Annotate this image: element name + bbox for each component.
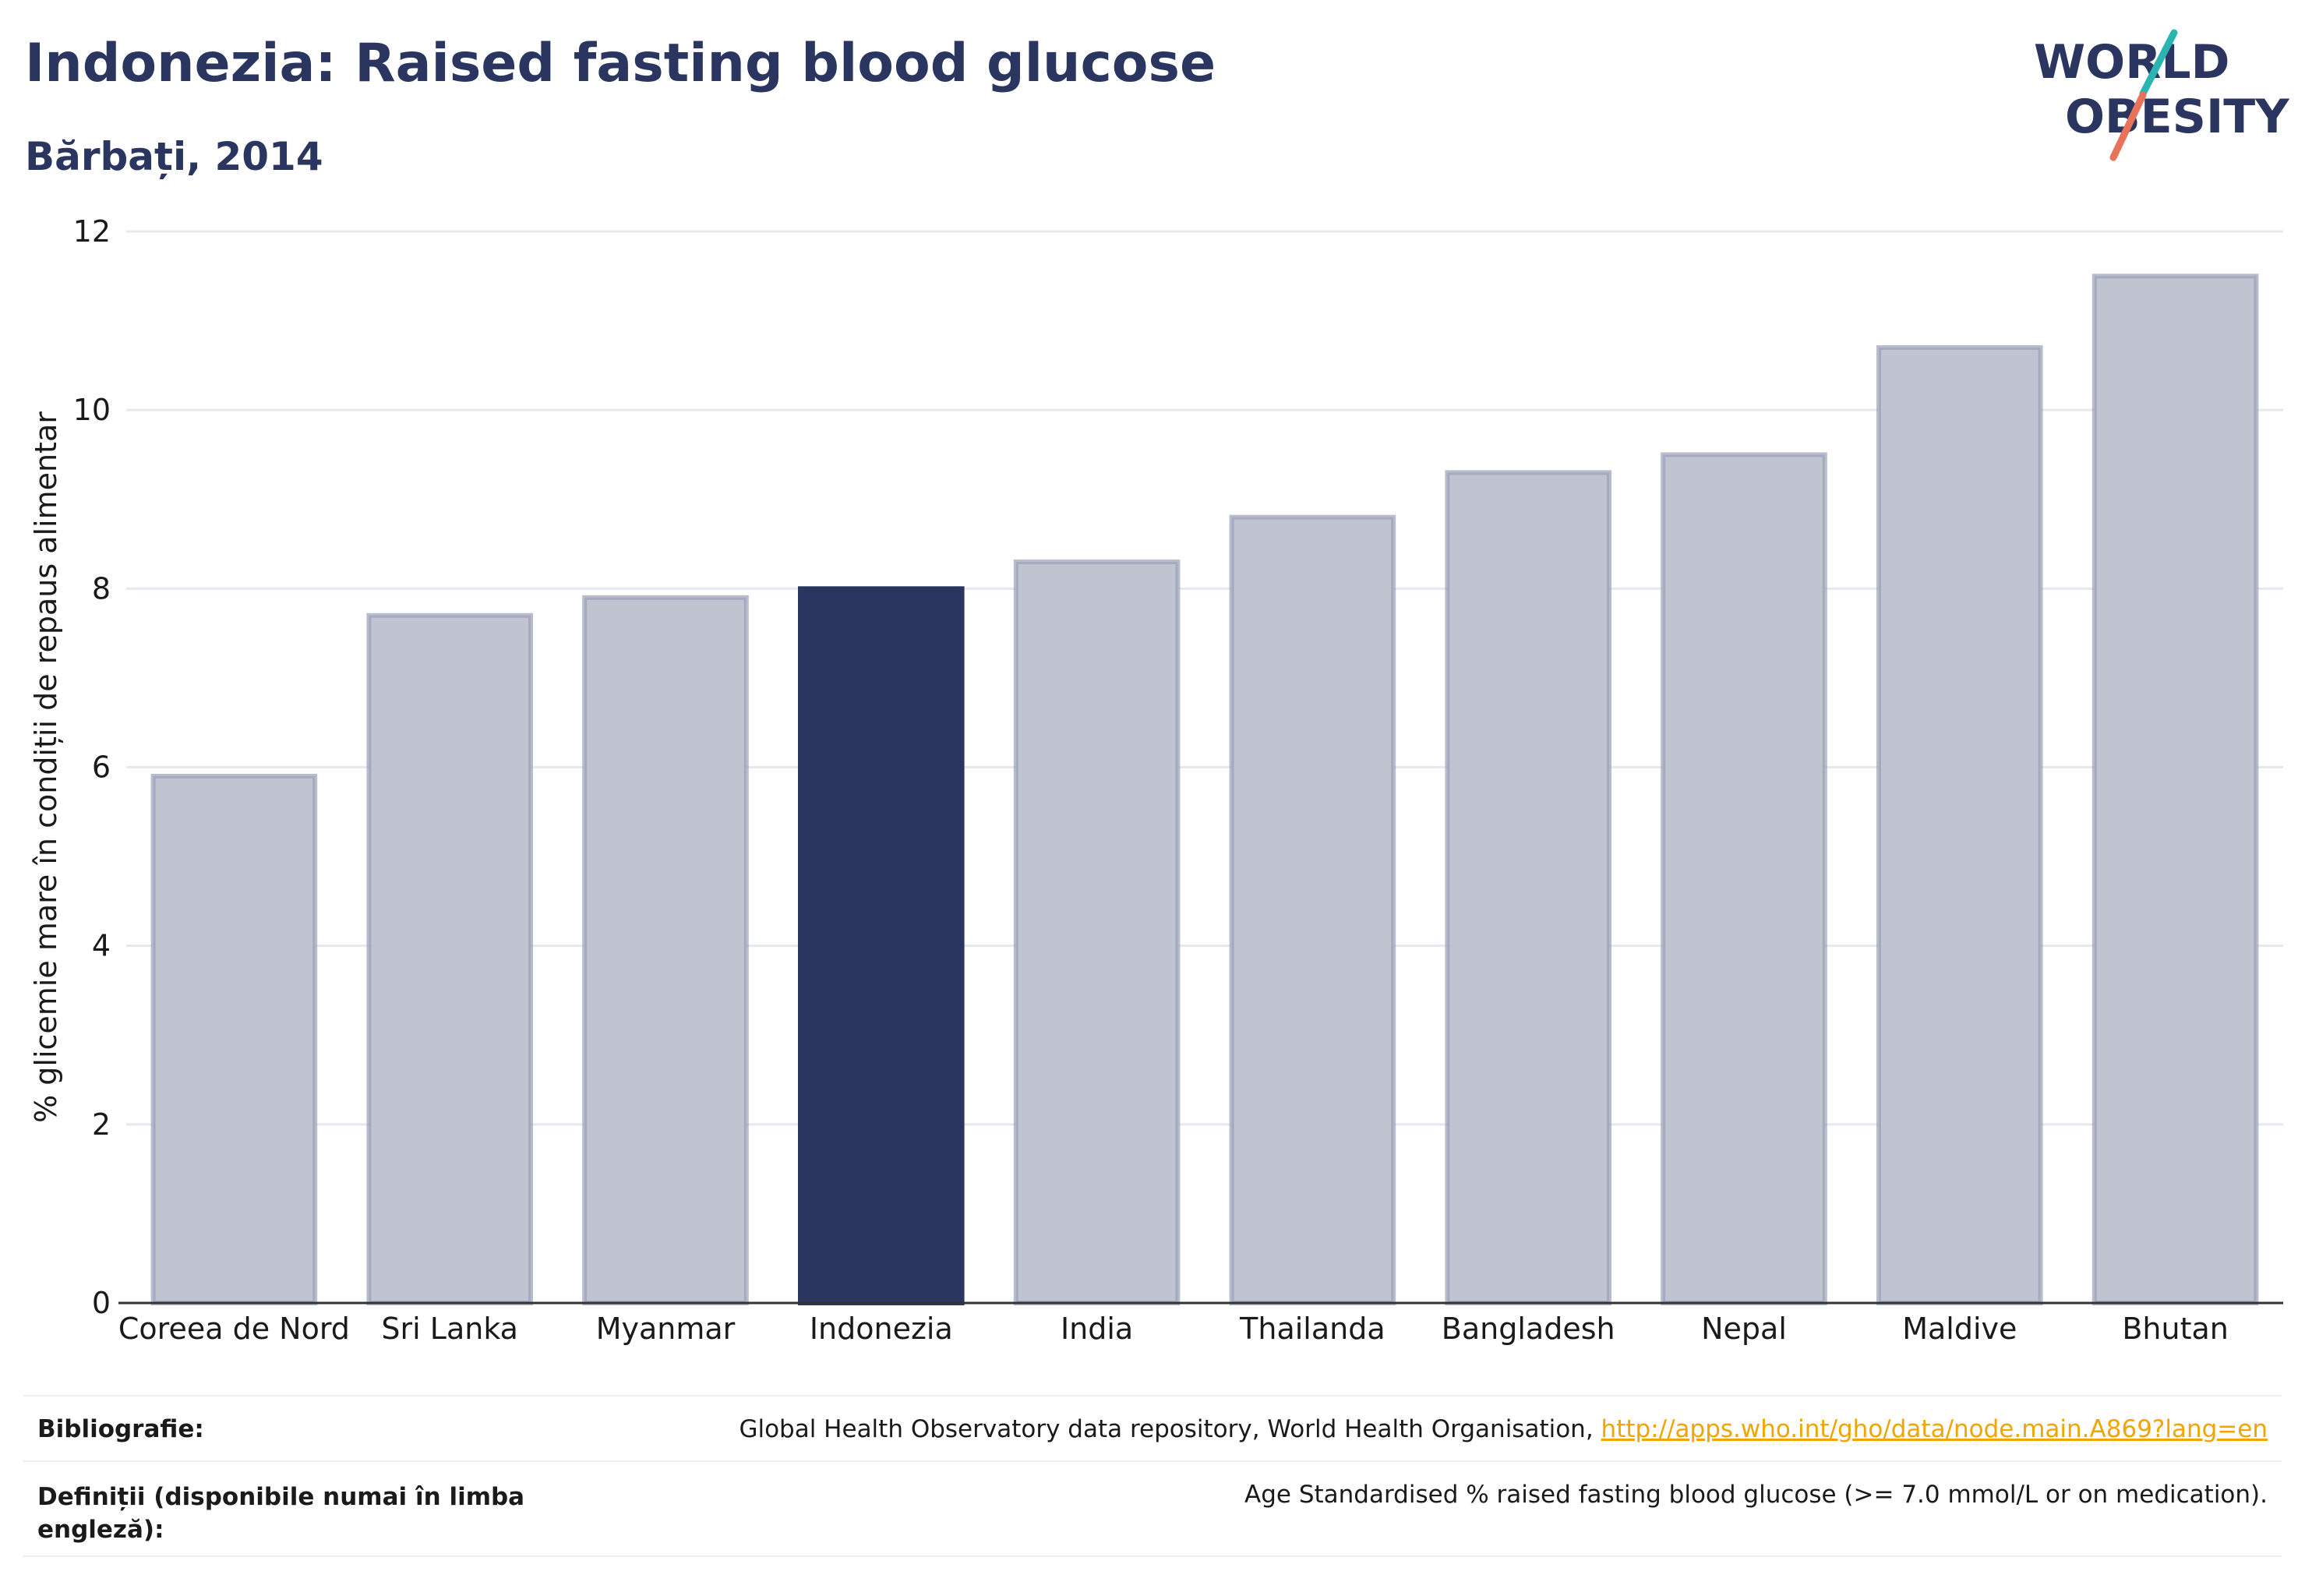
bibliography-label: Bibliografie: (37, 1415, 204, 1443)
footer-divider (23, 1460, 2282, 1462)
footer-definitions-row: Definiții (disponibile numai în limba en… (23, 1473, 2282, 1559)
bar (1445, 470, 1612, 1305)
x-tick-label: Indonezia (810, 1312, 953, 1346)
bars (150, 274, 2259, 1306)
bar-chart: % glicemie mare în condiții de repaus al… (29, 214, 2283, 1346)
bar (150, 773, 318, 1305)
x-tick-label: Coreea de Nord (118, 1312, 350, 1346)
x-tick-label: Nepal (1701, 1312, 1787, 1346)
y-tick-label: 8 (92, 571, 111, 606)
x-tick-label: Sri Lanka (381, 1312, 518, 1346)
logo-slash-teal (2139, 29, 2178, 97)
footer-bibliography-row: Bibliografie: Global Health Observatory … (23, 1409, 2282, 1456)
logo-slash-coral (2109, 91, 2147, 161)
chart-title: Indonezia: Raised fasting blood glucose (25, 33, 1216, 94)
definitions-label: Definiții (disponibile numai în limba en… (37, 1483, 525, 1544)
axes: % glicemie mare în condiții de repaus al… (29, 411, 2283, 1305)
x-tick-label: Bhutan (2122, 1312, 2229, 1346)
bar (1013, 559, 1181, 1305)
y-tick-label: 10 (73, 393, 111, 427)
footer-divider (23, 1395, 2282, 1396)
x-tick-label: India (1061, 1312, 1133, 1346)
bar (582, 595, 749, 1305)
bibliography-link[interactable]: http://apps.who.int/gho/data/node.main.A… (1601, 1415, 2268, 1443)
y-axis-title: % glicemie mare în condiții de repaus al… (29, 411, 63, 1123)
bar (2091, 274, 2259, 1306)
bar (1661, 452, 1827, 1305)
logo-text-obesity: OBESITY (2065, 90, 2290, 144)
bibliography-value: Global Health Observatory data repositor… (739, 1415, 2268, 1443)
y-tick-label: 2 (92, 1107, 111, 1142)
bar-highlight (798, 586, 965, 1305)
bar (1876, 344, 2043, 1305)
world-obesity-logo: WORLD OBESITY (2034, 29, 2290, 161)
y-tick-label: 4 (92, 929, 111, 963)
x-tick-label: Myanmar (596, 1312, 736, 1346)
y-tick-label: 6 (92, 750, 111, 785)
definitions-value: Age Standardised % raised fasting blood … (1244, 1481, 2268, 1509)
bar (1229, 514, 1396, 1305)
bibliography-text: Global Health Observatory data repositor… (739, 1415, 1601, 1443)
y-tick-label: 0 (92, 1286, 111, 1320)
bar (366, 613, 533, 1305)
y-tick-label: 12 (73, 214, 111, 249)
x-tick-label: Maldive (1902, 1312, 2017, 1346)
tick-labels: 0 2 4 6 8 10 12 Coreea de Nord Sri Lanka Myanmar I… (73, 214, 2229, 1346)
chart-subtitle: Bărbați, 2014 (25, 134, 323, 179)
footer-divider (23, 1555, 2282, 1557)
x-tick-label: Thailanda (1239, 1312, 1385, 1346)
logo-text-world: WORLD (2034, 35, 2229, 90)
x-tick-label: Bangladesh (1442, 1312, 1615, 1346)
